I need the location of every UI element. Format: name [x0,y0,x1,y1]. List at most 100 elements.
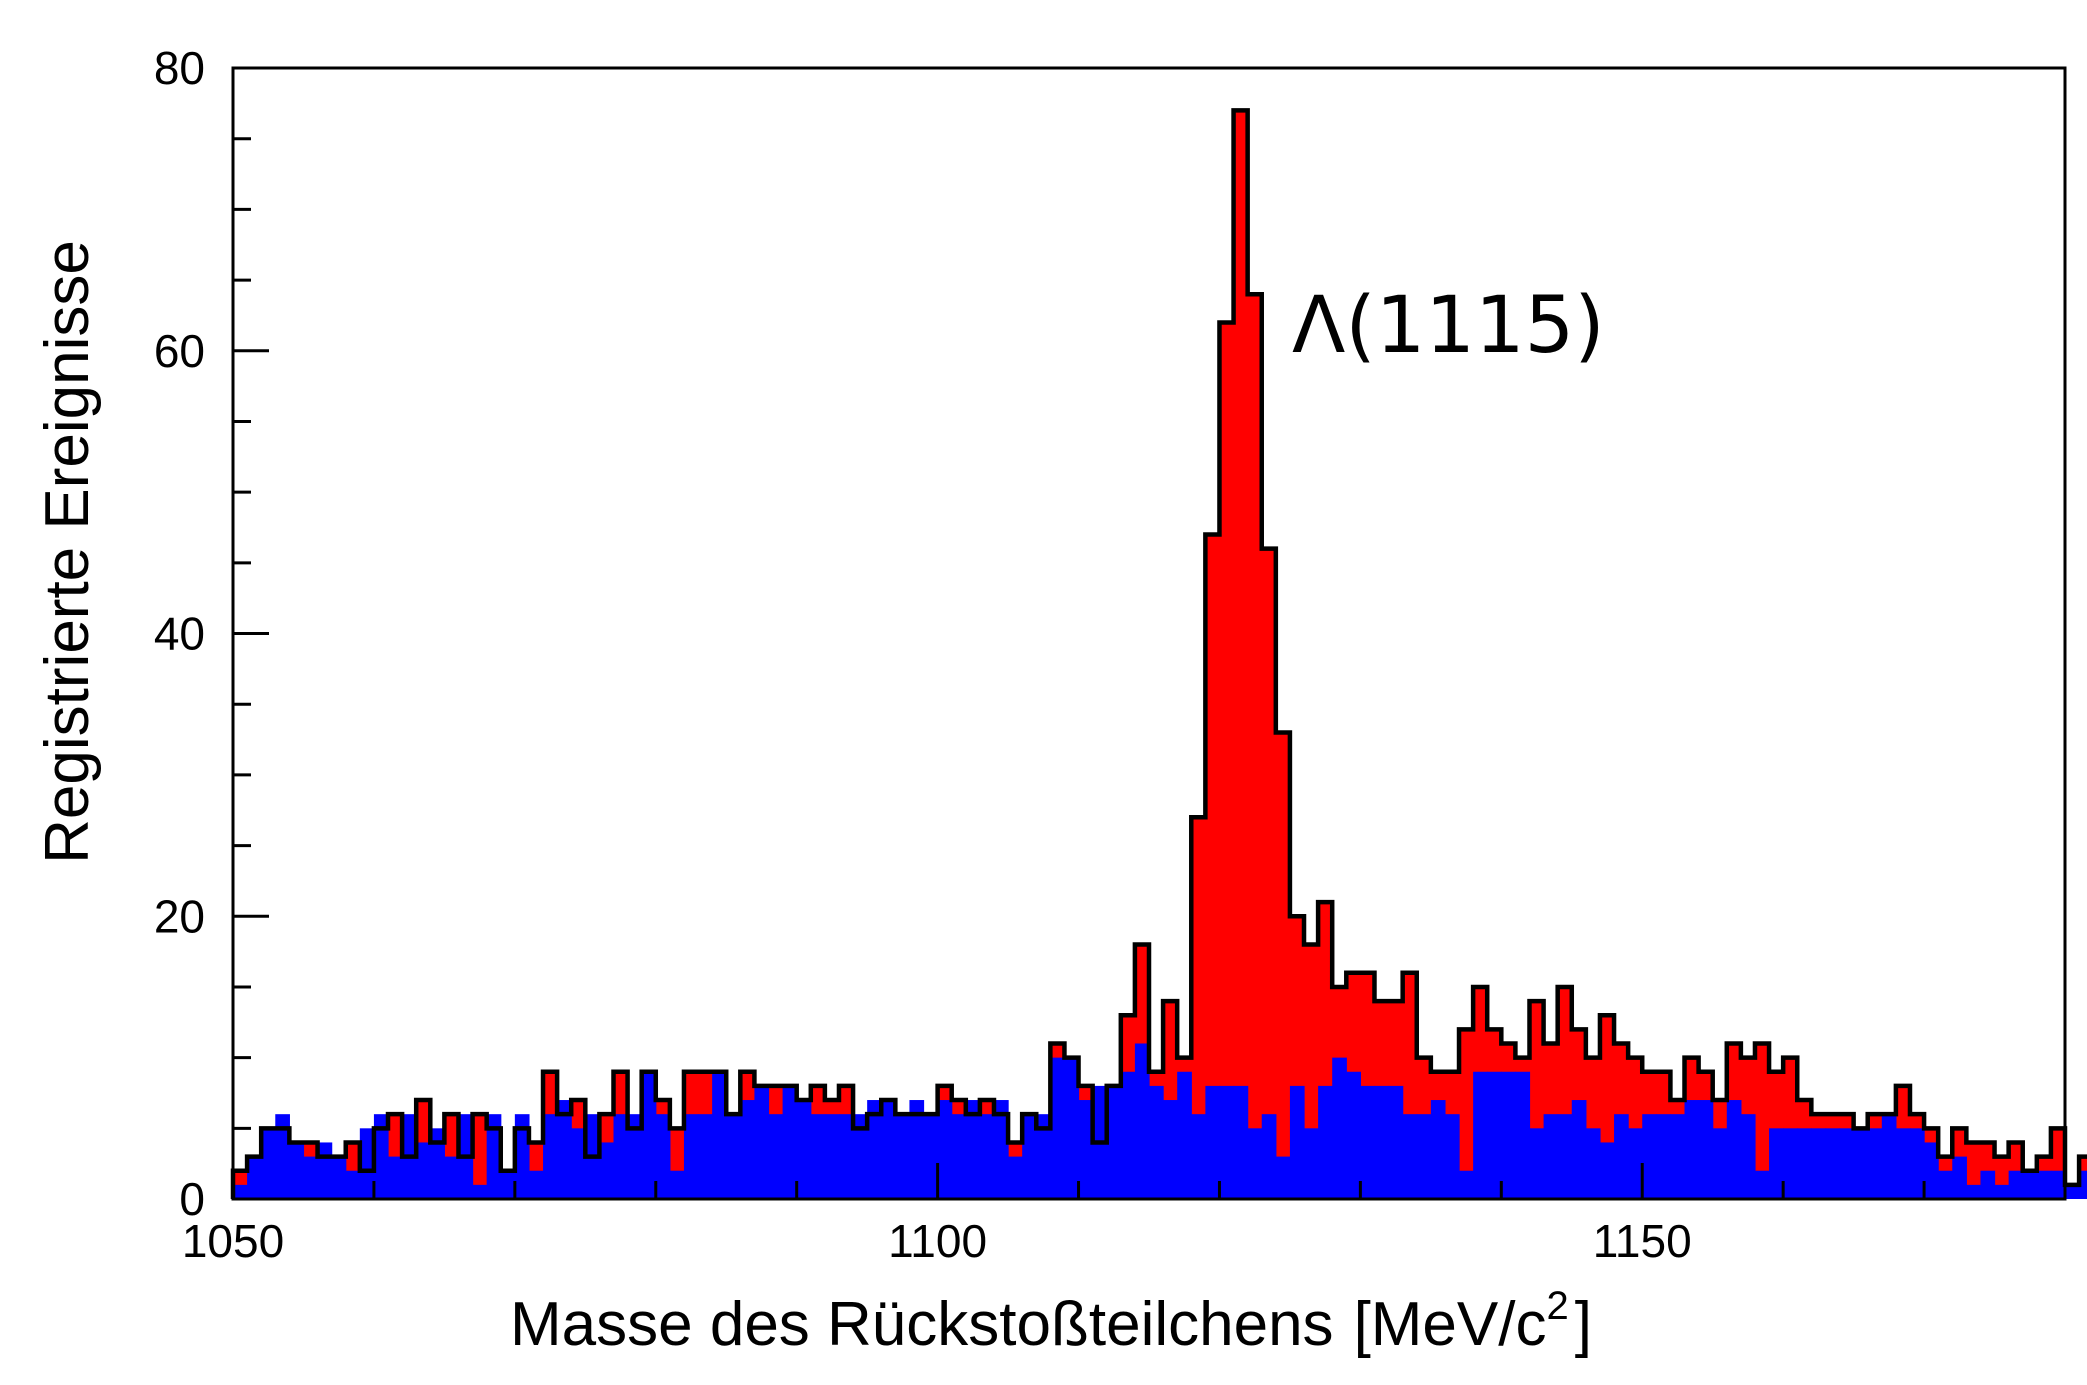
histogram-bar [1754,1043,1770,1199]
histogram-bar [416,1142,431,1199]
histogram-bar [1783,1128,1798,1199]
histogram-bar [712,1071,727,1199]
histogram-bar [1909,1128,1925,1199]
histogram-bar [1430,1100,1446,1199]
histogram-bar [331,1156,347,1199]
histogram-bar [1571,1100,1587,1199]
histogram-bar [1444,1114,1460,1199]
histogram-bar [1529,1128,1545,1199]
histogram-bar [514,1114,530,1199]
histogram-bar [965,1100,981,1199]
histogram-bar [571,1128,586,1199]
histogram-bar [782,1085,798,1199]
histogram-bar [923,1114,939,1199]
histogram-bar [1149,1085,1164,1199]
histogram-bar [528,1170,544,1199]
histogram-bar [1247,1128,1263,1199]
histogram-bar [1459,1029,1474,1199]
histogram-bar [1275,732,1291,1199]
histogram-bar [1670,1114,1686,1199]
histogram-bar [1261,548,1277,1199]
x-tick-label: 1050 [182,1215,284,1267]
histogram-bar [698,1114,713,1199]
histogram-bar [895,1114,911,1199]
histogram-bar [824,1114,840,1199]
histogram-bar [1163,1100,1178,1199]
histogram-bar [796,1100,812,1199]
histogram-bar [1557,1114,1573,1199]
histogram-bar [1332,1057,1347,1199]
histogram-bar [613,1114,629,1199]
histogram-bar [1318,1085,1333,1199]
histogram-bar [1867,1128,1883,1199]
histogram-bar [599,1142,615,1199]
histogram-bar [2036,1170,2052,1199]
x-axis-title: Masse des Rückstoßteilchens [MeV/c2] [510,1284,1592,1359]
x-tick-label: 1100 [888,1215,987,1267]
histogram-bar [1219,1085,1235,1199]
histogram-bar [359,1128,375,1199]
histogram-bar [1966,1184,1982,1199]
histogram-bar [867,1100,882,1199]
histogram-bar [2022,1170,2038,1199]
histogram-bar [810,1114,826,1199]
histogram-bar [500,1170,516,1199]
histogram-bar [993,1100,1009,1199]
histogram-bar [1219,322,1235,1200]
histogram-bar [261,1128,276,1199]
histogram-bar [1656,1114,1672,1199]
histogram-bar [1585,1128,1601,1199]
histogram-bar [2065,1184,2080,1199]
histogram-bar [1177,1071,1192,1199]
y-tick-label: 20 [154,890,205,942]
histogram-bar [951,1114,967,1199]
histogram-bar [1346,1071,1361,1199]
histogram-bar [1205,1085,1221,1199]
histogram-bar [1811,1128,1827,1199]
histogram-bar [1684,1100,1700,1199]
histogram-bar [1599,1142,1615,1199]
histogram-bar [1022,1114,1037,1199]
blue-series [233,1043,2087,1199]
histogram-bar [1487,1071,1502,1199]
histogram-bar [275,1114,290,1199]
histogram-bar [1233,110,1249,1200]
histogram-bar [303,1156,319,1199]
histogram-bar [1191,1114,1206,1199]
histogram-bar [937,1100,953,1199]
histogram-bar [1825,1128,1841,1199]
histogram-bar [909,1100,925,1199]
histogram-bar [1247,294,1263,1199]
x-axis-unit-sup: 2 [1547,1284,1569,1328]
histogram-bar [373,1114,389,1199]
histogram-bar [1205,534,1221,1199]
histogram-bar [1120,1071,1136,1199]
x-tick-label: 1150 [1593,1215,1692,1267]
histogram-bar [1501,1071,1516,1199]
histogram-bar [1360,1085,1376,1199]
histogram-bar [1050,1057,1066,1199]
histogram-bar [289,1142,305,1199]
histogram-bar [853,1114,868,1199]
histogram-bar [472,1184,488,1199]
x-axis-title-text: Masse des Rückstoßteilchens [510,1290,1334,1359]
histogram-bar [669,1170,685,1199]
histogram-bar [1064,1057,1080,1199]
histogram-bar [1191,817,1206,1199]
histogram-bar [1853,1128,1869,1199]
y-axis-title: Registrierte Ereignisse [33,240,102,864]
histogram-bar [1473,1071,1488,1199]
plot-area [230,108,2087,1200]
histogram-bar [1388,1085,1404,1199]
histogram-bar [1078,1100,1094,1199]
histogram-bar [247,1156,262,1199]
histogram-bar [1275,1156,1291,1199]
histogram-bar [740,1100,756,1199]
histogram-bar [1515,1071,1531,1199]
red-series [233,110,2087,1200]
histogram-bar [1416,1114,1432,1199]
histogram-bar [881,1100,896,1199]
histogram-bar [444,1156,460,1199]
histogram-bar [345,1170,361,1199]
